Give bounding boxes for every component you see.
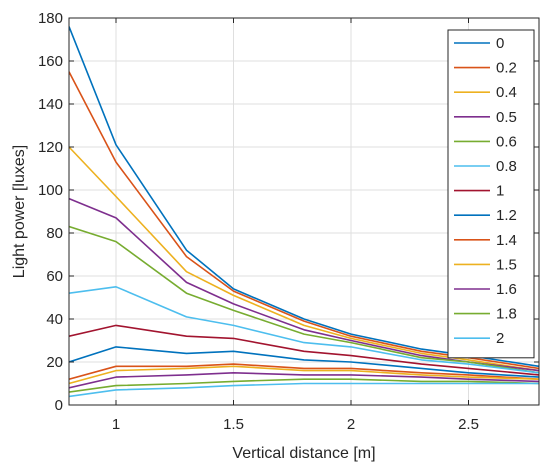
legend-label: 0.4 — [496, 84, 517, 101]
series-lines — [69, 26, 539, 398]
x-axis-label: Vertical distance [m] — [232, 445, 375, 462]
series-line-1.4 — [69, 363, 539, 380]
y-tick-label: 20 — [46, 354, 63, 371]
y-tick-label: 160 — [38, 53, 63, 70]
series-line-1 — [69, 324, 539, 376]
legend-label: 1.6 — [496, 281, 517, 298]
legend-label: 0 — [496, 35, 504, 52]
x-tick-label: 1.5 — [223, 416, 244, 433]
legend-label: 0.2 — [496, 60, 517, 77]
series-line-1.5 — [69, 365, 539, 385]
series-line-1.8 — [69, 378, 539, 393]
series-line-2 — [69, 382, 539, 398]
x-tick-label: 1 — [112, 416, 120, 433]
y-tick-label: 120 — [38, 139, 63, 156]
y-axis-label: Light power [luxes] — [11, 145, 28, 278]
series-line-1.2 — [69, 346, 539, 378]
x-tick-label: 2.5 — [458, 416, 479, 433]
y-tick-label: 100 — [38, 182, 63, 199]
y-tick-label: 140 — [38, 96, 63, 113]
y-tick-label: 60 — [46, 268, 63, 285]
axes-box — [68, 17, 540, 406]
series-line-1.6 — [69, 371, 539, 389]
legend-box — [447, 29, 535, 359]
legend-label: 1.8 — [496, 306, 517, 323]
y-tick-label: 0 — [55, 397, 63, 414]
legend-label: 1.4 — [496, 232, 517, 249]
series-line-0.6 — [69, 225, 539, 374]
y-tick-label: 40 — [46, 311, 63, 328]
legend-label: 0.5 — [496, 109, 517, 126]
legend-label: 0.8 — [496, 158, 517, 175]
y-tick-label: 80 — [46, 225, 63, 242]
legend-label: 0.6 — [496, 133, 517, 150]
y-tick-label: 180 — [38, 10, 63, 27]
series-line-0.8 — [69, 285, 539, 374]
legend-label: 2 — [496, 330, 504, 347]
legend: 0 0.2 0.4 0.5 0.6 0.8 1 1.2 1.4 1.5 1.6 1.8 2 — [447, 29, 535, 359]
legend-label: 1.2 — [496, 207, 517, 224]
legend-label: 1.5 — [496, 256, 517, 273]
legend-label: 1 — [496, 183, 504, 200]
x-tick-label: 2 — [347, 416, 355, 433]
